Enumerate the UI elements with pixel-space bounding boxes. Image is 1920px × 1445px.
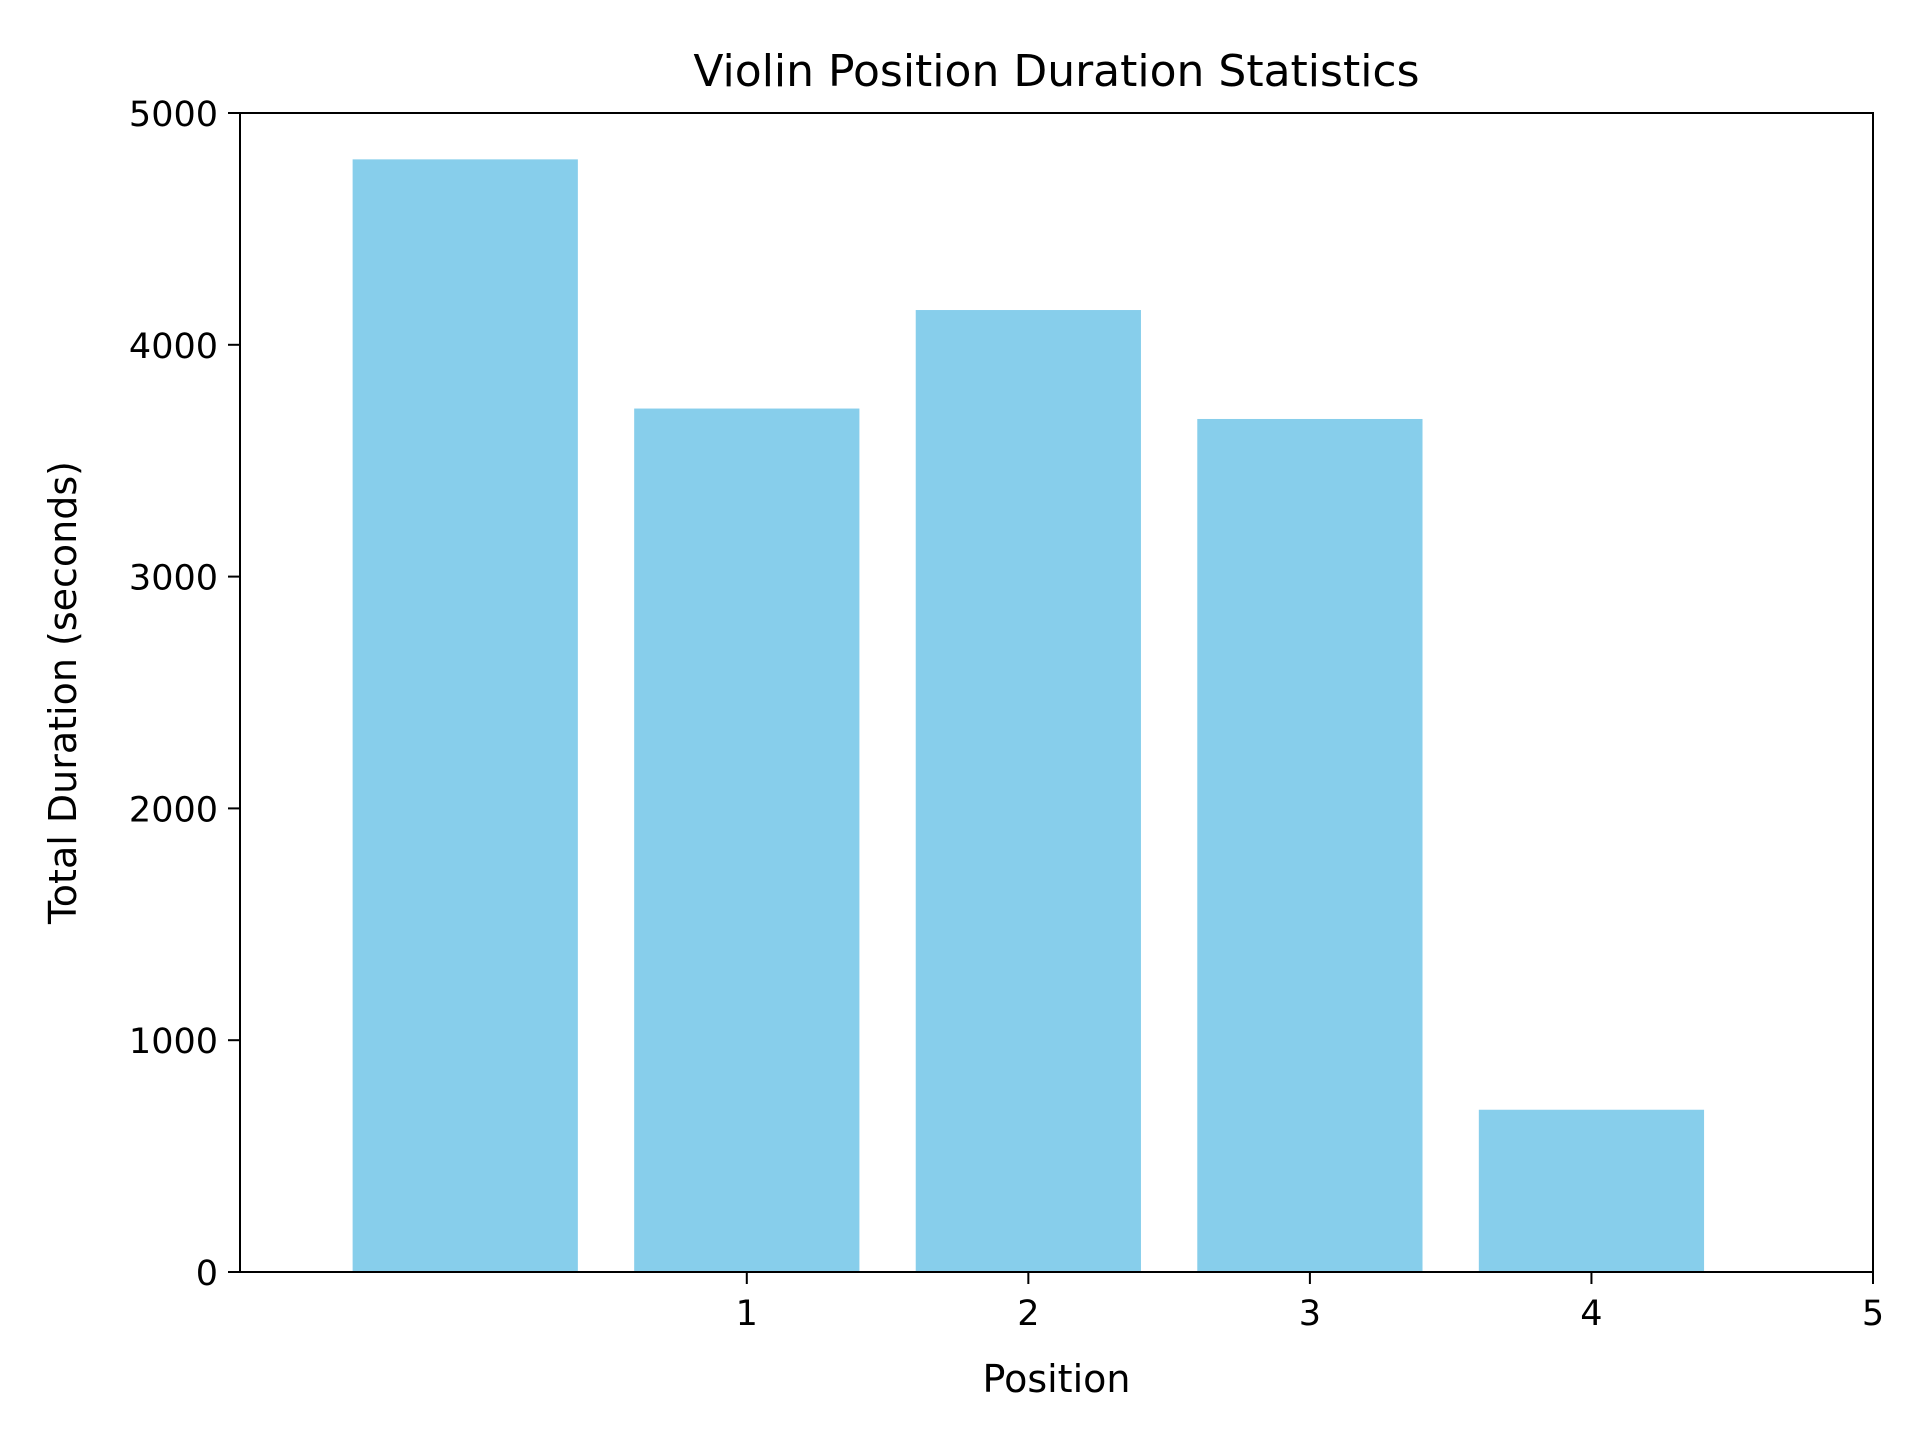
- y-axis: 0 1000 2000 3000 4000 5000: [129, 95, 240, 1294]
- y-tick-label: 2000: [129, 790, 218, 830]
- bar-position-3: [1197, 418, 1423, 1272]
- x-tick-label: 1: [736, 1294, 758, 1334]
- y-tick-label: 3000: [129, 559, 218, 599]
- y-axis-label: Total Duration (seconds): [41, 461, 85, 925]
- x-tick-label: 5: [1862, 1294, 1884, 1334]
- x-tick-label: 3: [1299, 1294, 1321, 1334]
- chart-title: Violin Position Duration Statistics: [693, 46, 1419, 97]
- y-tick-label: 5000: [129, 95, 218, 135]
- x-axis-label: Position: [983, 1357, 1131, 1401]
- bar-position-0: [352, 159, 578, 1273]
- bars-group: [352, 159, 1705, 1273]
- x-axis: 1 2 3 4 5: [736, 1272, 1884, 1334]
- bar-position-2: [915, 310, 1141, 1272]
- y-tick-label: 4000: [129, 327, 218, 367]
- bar-position-4: [1478, 1109, 1705, 1272]
- x-tick-label: 4: [1580, 1294, 1602, 1334]
- x-tick-label: 2: [1017, 1294, 1039, 1334]
- bar-position-1: [634, 408, 860, 1272]
- y-tick-label: 1000: [129, 1022, 218, 1062]
- y-tick-label: 0: [196, 1254, 218, 1294]
- plot-area-frame: [239, 112, 1874, 1273]
